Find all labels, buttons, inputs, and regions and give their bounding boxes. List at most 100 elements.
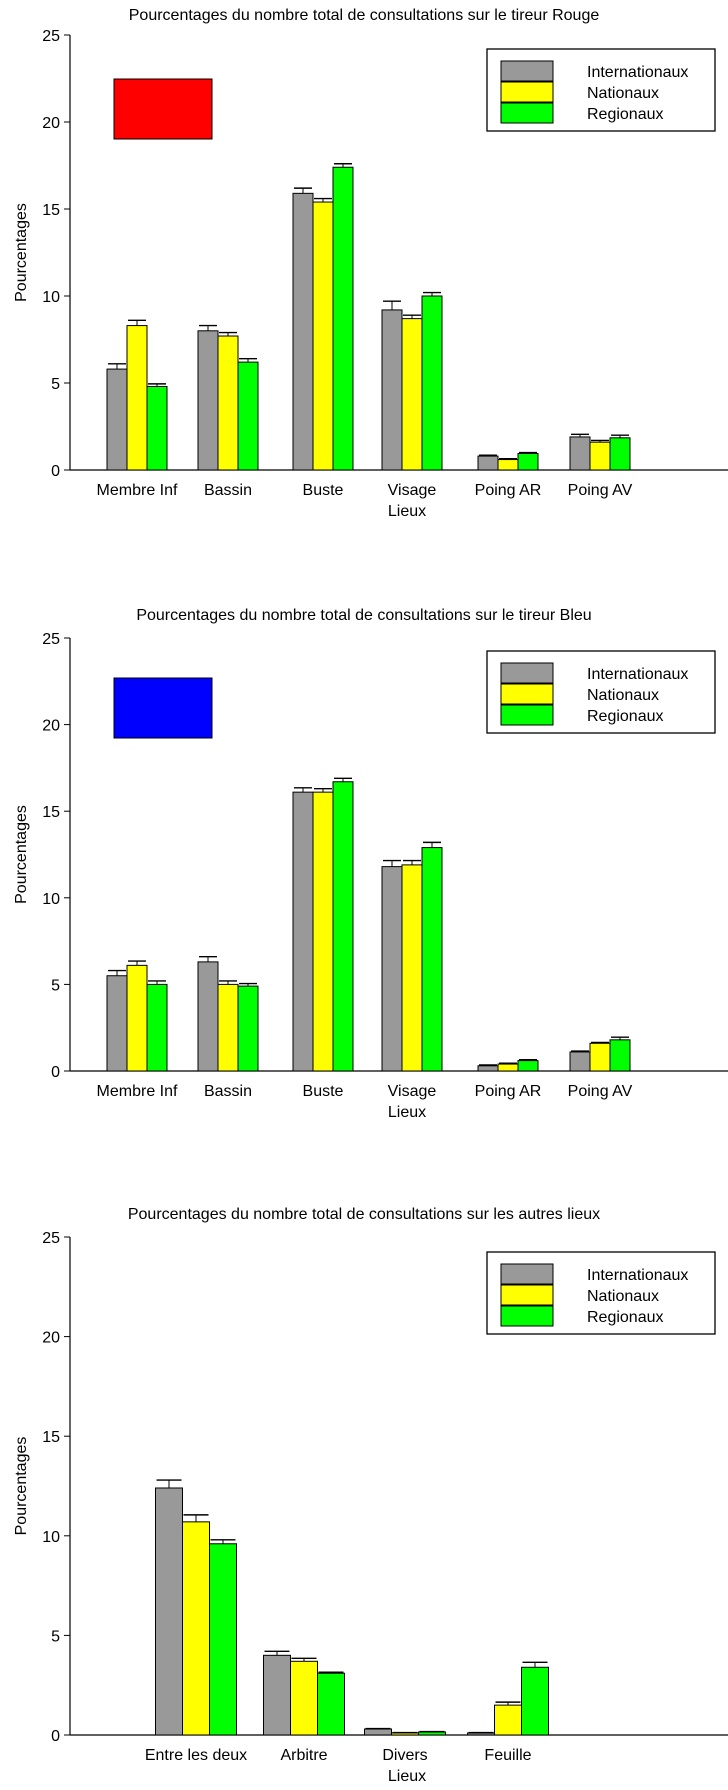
y-tick-label: 0 [51, 1064, 60, 1081]
bar-3-4 [421, 847, 443, 1072]
x-tick-label: Visage [388, 482, 437, 499]
legend-label: Regionaux [587, 708, 664, 725]
legend-label: Internationaux [587, 64, 688, 81]
y-tick-label: 25 [42, 1230, 60, 1247]
y-tick-label: 0 [51, 1728, 60, 1745]
bar-3-2 [237, 361, 259, 471]
bar-2-1 [182, 1521, 210, 1736]
bar-2-4 [401, 864, 423, 1072]
bar-3-1 [146, 385, 168, 471]
bar-1-2 [197, 961, 219, 1072]
bar-1-1 [106, 975, 128, 1072]
x-tick-label: Divers [382, 1747, 427, 1764]
legend-label: Regionaux [587, 106, 664, 123]
bar-2-1 [126, 325, 148, 471]
bar-1-6 [569, 436, 591, 471]
x-tick-label: Membre Inf [97, 1083, 178, 1100]
legend-swatch [500, 81, 554, 103]
y-tick-label: 5 [51, 376, 60, 393]
y-tick-label: 0 [51, 463, 60, 480]
bar-3-6 [609, 1039, 631, 1072]
legend-label: Internationaux [587, 666, 688, 683]
y-axis-label: Pourcentages [13, 203, 30, 302]
bar-1-6 [569, 1051, 591, 1072]
legend-label: Regionaux [587, 1309, 664, 1326]
y-axis-label: Pourcentages [13, 805, 30, 904]
chart-panel-1: Pourcentages du nombre total de consulta… [13, 7, 728, 520]
y-axis-label: Pourcentages [13, 1437, 30, 1536]
bar-3-4 [421, 295, 443, 471]
x-tick-label: Feuille [484, 1747, 531, 1764]
x-axis-label: Lieux [388, 503, 426, 520]
y-tick-label: 15 [42, 202, 60, 219]
x-tick-label: Membre Inf [97, 482, 178, 499]
bar-3-4 [521, 1666, 549, 1736]
y-tick-label: 20 [42, 1330, 60, 1347]
y-tick-label: 10 [42, 289, 60, 306]
legend-label: Nationaux [587, 687, 659, 704]
x-tick-label: Buste [303, 1083, 344, 1100]
bar-2-5 [497, 1063, 519, 1072]
bar-2-6 [589, 1042, 611, 1072]
bar-1-3 [292, 192, 314, 471]
bar-2-2 [217, 983, 239, 1072]
bar-3-1 [146, 983, 168, 1072]
bar-2-6 [589, 441, 611, 471]
y-tick-label: 20 [42, 115, 60, 132]
x-tick-label: Buste [303, 482, 344, 499]
bar-1-4 [381, 866, 403, 1072]
bar-3-2 [317, 1672, 345, 1736]
bar-1-5 [477, 1065, 499, 1072]
y-tick-label: 20 [42, 718, 60, 735]
y-tick-label: 10 [42, 891, 60, 908]
legend-label: Nationaux [587, 1288, 659, 1305]
chart-panel-2: Pourcentages du nombre total de consulta… [13, 607, 728, 1121]
bar-1-5 [477, 455, 499, 471]
x-tick-label: Entre les deux [145, 1747, 247, 1764]
bar-2-3 [312, 201, 334, 471]
bar-3-3 [332, 781, 354, 1072]
x-tick-label: Poing AR [475, 482, 542, 499]
y-tick-label: 15 [42, 1429, 60, 1446]
legend-label: Nationaux [587, 85, 659, 102]
legend-swatch [500, 704, 554, 726]
y-tick-label: 5 [51, 977, 60, 994]
x-tick-label: Poing AV [568, 1083, 633, 1100]
bar-3-2 [237, 985, 259, 1072]
bar-1-4 [381, 309, 403, 471]
bar-1-1 [106, 368, 128, 471]
bar-3-6 [609, 437, 631, 471]
bar-2-5 [497, 459, 519, 471]
bar-1-1 [155, 1487, 183, 1736]
bar-2-4 [401, 318, 423, 471]
chart-title: Pourcentages du nombre total de consulta… [128, 1206, 600, 1223]
legend-swatch [500, 1305, 554, 1327]
bar-3-1 [209, 1543, 237, 1736]
legend-swatch [500, 683, 554, 705]
x-tick-label: Arbitre [280, 1747, 327, 1764]
x-axis-label: Lieux [388, 1768, 426, 1785]
bar-2-4 [494, 1704, 522, 1736]
y-tick-label: 5 [51, 1628, 60, 1645]
bar-3-5 [517, 1060, 539, 1072]
bar-3-3 [418, 1731, 446, 1736]
x-tick-label: Poing AR [475, 1083, 542, 1100]
x-tick-label: Bassin [204, 1083, 252, 1100]
color-swatch [113, 677, 213, 739]
x-tick-label: Bassin [204, 482, 252, 499]
legend-label: Internationaux [587, 1267, 688, 1284]
bar-1-2 [263, 1654, 291, 1736]
bar-3-5 [517, 452, 539, 471]
y-tick-label: 25 [42, 631, 60, 648]
bar-1-3 [364, 1728, 392, 1736]
chart-title: Pourcentages du nombre total de consulta… [129, 7, 600, 24]
bar-1-2 [197, 330, 219, 471]
legend-swatch [500, 102, 554, 124]
bar-2-3 [312, 791, 334, 1072]
chart-panel-3: Pourcentages du nombre total de consulta… [13, 1206, 728, 1785]
y-tick-label: 25 [42, 28, 60, 45]
bar-2-1 [126, 964, 148, 1072]
chart-title: Pourcentages du nombre total de consulta… [136, 607, 591, 624]
